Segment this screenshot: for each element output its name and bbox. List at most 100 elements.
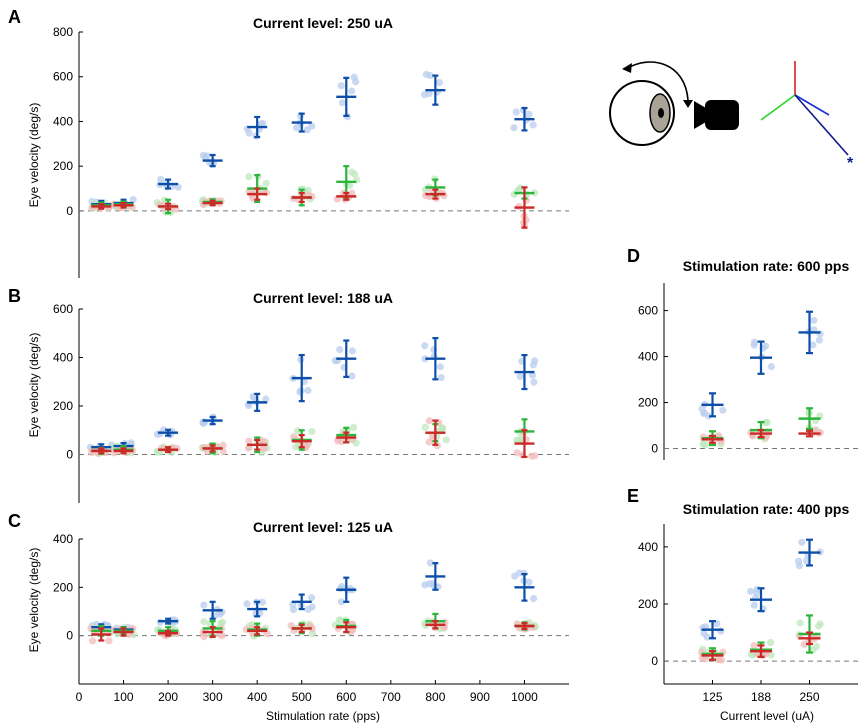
panel-a-lara-trial-point: [262, 179, 270, 187]
panel-d-label: D: [627, 246, 640, 266]
panel-c-lpa-trial-point: [304, 605, 312, 614]
panel-e-lara-trial-point: [796, 619, 804, 627]
panel-c-title: Current level: 125 uA: [253, 519, 393, 535]
panel-c-y-tick-label: 200: [53, 580, 73, 594]
panel-c-rapl-trial-point: [263, 630, 271, 638]
panel-b-rapl-trial-point: [245, 437, 253, 445]
panel-a-rapl-trial-point: [348, 189, 356, 197]
panel-c-x-tick-label: 200: [158, 690, 178, 704]
panel-b-rapl-trial-point: [260, 437, 268, 446]
panel-c-lpa-trial-point: [258, 598, 266, 606]
panel-a-lara-trial-point: [530, 189, 539, 197]
panel-c-rapl-trial-point: [200, 633, 208, 641]
panel-a-ylabel: Eye velocity (deg/s): [27, 103, 41, 208]
panel-c-lpa-trial-point: [337, 598, 346, 606]
panel-c-lpa-trial-point: [529, 594, 538, 603]
panel-e-plot: 0 200 400 125 188 250: [638, 524, 858, 704]
panel-b-lpa-trial-point: [348, 372, 356, 380]
panel-a-lpa-trial-point: [348, 87, 356, 95]
panel-a-lpa-trial-point: [422, 70, 430, 79]
panel-d-lpa-trial-point: [810, 316, 818, 324]
panel-c-lara-trial-point: [336, 616, 345, 625]
panel-c-lpa-trial-point: [525, 578, 533, 586]
panel-b-title: Current level: 188 uA: [253, 290, 393, 306]
panel-b-lpa-trial-point: [529, 361, 537, 369]
panel-d-y-tick-label: 200: [638, 396, 658, 410]
panel-a-y-tick-label: 800: [53, 25, 73, 39]
panel-e-rapl-trial-point: [717, 656, 726, 664]
panel-b-ylabel: Eye velocity (deg/s): [27, 333, 41, 438]
panel-a-lpa-trial-point: [338, 99, 346, 107]
panel-e-x-tick-label: 188: [751, 690, 771, 704]
panel-b: B Current level: 188 uA Eye velocity (de…: [8, 286, 569, 503]
panel-b-lpa-trial-point: [336, 345, 344, 354]
panel-b-rapl-trial-point: [260, 445, 268, 453]
panel-a-lara-trial-point: [160, 196, 169, 204]
panel-a-y-tick-label: 200: [53, 159, 73, 173]
panel-e-y-tick-label: 400: [638, 540, 658, 554]
panel-b-rapl-trial-point: [513, 449, 521, 457]
panel-a-lpa-trial-point: [525, 110, 533, 118]
rotation-arrow-icon: [622, 61, 693, 108]
panel-e-lara-trial-point: [766, 638, 775, 647]
panel-a-lpa-trial-point: [129, 196, 137, 204]
panel-a-title: Current level: 250 uA: [253, 15, 393, 31]
panel-d-lpa-trial-point: [761, 342, 770, 350]
panel-b-lpa-trial-point: [304, 386, 312, 395]
panel-b-y-tick-label: 200: [53, 399, 73, 413]
panel-b-y-tick-label: 400: [53, 351, 73, 365]
panel-d-lpa-trial-point: [704, 412, 712, 420]
panel-e-y-tick-label: 200: [638, 597, 658, 611]
panel-a-plot: 0 200 400 600 800: [53, 25, 569, 278]
panel-d-lara-trial-point: [762, 418, 770, 427]
panel-e-x-tick-label: 250: [799, 690, 819, 704]
panel-b-lpa-trial-point: [528, 371, 537, 379]
panel-e-y-tick-label: 0: [651, 654, 658, 668]
panel-a-lara-trial-point: [245, 173, 253, 181]
panel-a-lpa-trial-point: [203, 152, 211, 160]
inset-schematic: *: [609, 61, 854, 172]
panel-d-lpa-trial-point: [719, 406, 727, 414]
panel-c-lpa-trial-point: [200, 601, 208, 609]
panel-a-lara-trial-point: [516, 184, 524, 192]
panel-e-rapl-trial-point: [750, 642, 758, 650]
panel-d-y-tick-label: 0: [651, 442, 658, 456]
panel-a-lpa-trial-point: [352, 78, 360, 86]
panel-b-lpa-trial-point: [421, 342, 429, 350]
panel-c-lpa-trial-point: [308, 594, 316, 602]
panel-b-plot: 0 200 400 600: [53, 302, 569, 503]
panel-c-x-tick-label: 0: [76, 690, 83, 704]
panel-c-rapl-trial-point: [88, 637, 97, 645]
panel-b-label: B: [8, 286, 21, 306]
panel-a-lara-trial-point: [351, 170, 359, 178]
panel-d-lpa-trial-point: [767, 362, 775, 371]
panel-c-plot: 0 200 400 0 100 200 300 400 500 600 700 800 900 1000: [53, 532, 569, 704]
panel-c-y-tick-label: 0: [66, 629, 73, 643]
panel-e-xlabel: Current level (uA): [720, 709, 814, 723]
panel-c-y-tick-label: 400: [53, 532, 73, 546]
panel-d-lpa-trial-point: [750, 338, 759, 346]
panel-e: E Stimulation rate: 400 pps Current leve…: [627, 486, 858, 723]
panel-c-x-tick-label: 100: [114, 690, 134, 704]
panel-c-x-tick-label: 700: [381, 690, 401, 704]
panel-a-lpa-trial-point: [157, 175, 165, 183]
panel-e-lpa-trial-point: [750, 601, 758, 609]
panel-b-rapl-trial-point: [425, 438, 433, 446]
panel-b-lara-trial-point: [293, 427, 302, 435]
panel-b-rapl-trial-point: [334, 437, 342, 445]
panel-e-lara-trial-point: [815, 622, 823, 630]
panel-b-lpa-trial-point: [348, 347, 357, 355]
panel-d-lpa-trial-point: [809, 341, 817, 349]
panel-e-lpa-trial-point: [802, 557, 811, 565]
panel-b-y-tick-label: 600: [53, 302, 73, 316]
panel-e-rapl-trial-point: [800, 640, 808, 648]
panel-c-x-tick-label: 600: [336, 690, 356, 704]
panel-c-lara-trial-point: [200, 618, 208, 626]
panel-b-rapl-trial-point: [219, 448, 227, 456]
panel-e-x-tick-label: 125: [702, 690, 722, 704]
panel-c: C Current level: 125 uA Eye velocity (de…: [8, 511, 569, 723]
panel-a-y-tick-label: 600: [53, 70, 73, 84]
panel-c-lpa-trial-point: [430, 582, 438, 590]
canal-axes-icon: [760, 61, 849, 156]
panel-e-lpa-trial-point: [795, 562, 803, 570]
